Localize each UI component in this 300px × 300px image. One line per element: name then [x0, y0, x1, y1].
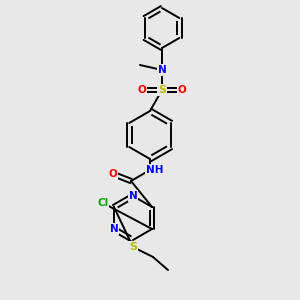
Text: O: O	[138, 85, 146, 95]
Text: S: S	[129, 242, 137, 252]
Text: N: N	[129, 191, 137, 201]
Text: NH: NH	[146, 165, 164, 175]
Text: O: O	[178, 85, 186, 95]
Text: O: O	[109, 169, 117, 179]
Text: Cl: Cl	[98, 198, 109, 208]
Text: S: S	[158, 85, 166, 95]
Text: N: N	[158, 65, 166, 75]
Text: N: N	[110, 224, 118, 234]
